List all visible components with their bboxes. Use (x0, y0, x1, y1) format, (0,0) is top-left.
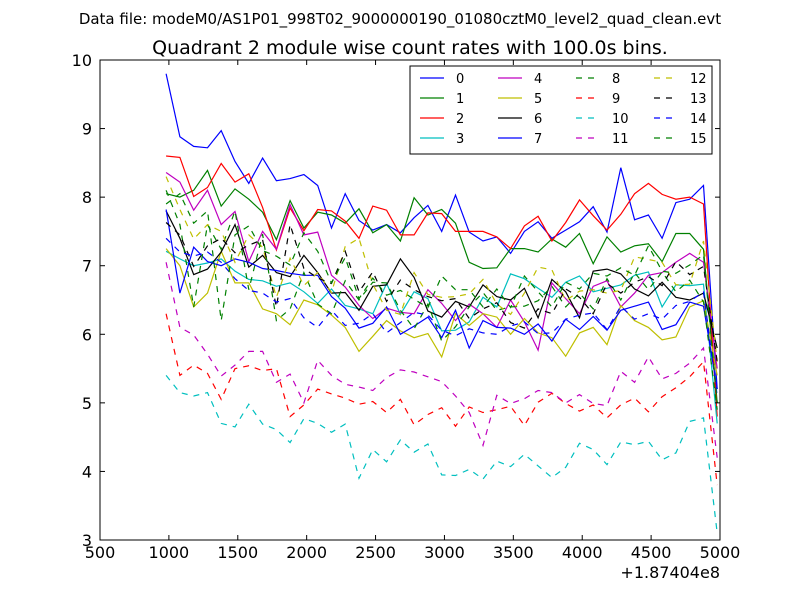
series-layer (165, 73, 718, 534)
legend-label-3: 3 (456, 132, 464, 147)
y-tick-label: 6 (82, 325, 92, 344)
legend-label-8: 8 (612, 72, 620, 87)
figure-suptitle: Data file: modeM0/AS1P01_998T02_90000001… (79, 10, 721, 29)
y-tick-label: 7 (82, 257, 92, 276)
legend-label-1: 1 (456, 92, 464, 107)
x-tick-label: 3500 (493, 543, 534, 562)
legend-label-7: 7 (534, 132, 542, 147)
series-line-13 (165, 222, 718, 362)
legend-label-14: 14 (690, 112, 707, 127)
legend-label-9: 9 (612, 92, 620, 107)
legend-label-15: 15 (690, 132, 707, 147)
series-line-8 (165, 190, 718, 410)
series-line-6 (165, 210, 718, 349)
series-line-14 (165, 237, 718, 397)
x-tick-label: 1500 (217, 543, 258, 562)
series-line-11 (165, 262, 718, 458)
y-tick-label: 5 (82, 394, 92, 413)
x-tick-label: 4000 (562, 543, 603, 562)
legend-label-4: 4 (534, 72, 542, 87)
y-tick-label: 9 (82, 120, 92, 139)
legend-label-2: 2 (456, 112, 464, 127)
legend-label-5: 5 (534, 92, 542, 107)
legend-label-0: 0 (456, 72, 464, 87)
x-tick-label: 4500 (631, 543, 672, 562)
x-tick-label: 2500 (355, 543, 396, 562)
series-line-15 (165, 192, 718, 403)
series-line-9 (165, 313, 718, 486)
y-tick-label: 4 (82, 462, 92, 481)
x-tick-label: 1000 (149, 543, 190, 562)
legend-box (409, 65, 713, 155)
series-line-10 (165, 375, 718, 534)
tick-layer: 500 1000 1500 2000 2500 3000 3500 4000 4500 5000 3… (72, 51, 741, 562)
chart-title: Quadrant 2 module wise count rates with … (152, 37, 668, 59)
legend-label-6: 6 (534, 112, 542, 127)
series-line-3 (165, 250, 718, 424)
x-tick-label: 5000 (700, 543, 741, 562)
y-tick-label: 10 (72, 51, 92, 70)
legend-label-11: 11 (612, 132, 629, 147)
series-line-2 (166, 155, 718, 417)
x-tick-label: 2000 (286, 543, 327, 562)
x-tick-label: 3000 (424, 543, 465, 562)
plot-area: 500 1000 1500 2000 2500 3000 3500 4000 4500 5000 3… (72, 51, 741, 562)
x-offset-label: +1.87404e8 (620, 563, 720, 582)
plot-frame (99, 59, 721, 541)
series-line-0 (165, 73, 718, 390)
legend-label-12: 12 (690, 72, 707, 87)
x-tick-label: 500 (85, 543, 116, 562)
series-line-7 (165, 209, 718, 390)
series-line-1 (165, 169, 718, 403)
legend-label-13: 13 (690, 92, 707, 107)
y-tick-label: 8 (82, 188, 92, 207)
legend-label-10: 10 (612, 112, 629, 127)
y-tick-label: 3 (82, 531, 92, 550)
